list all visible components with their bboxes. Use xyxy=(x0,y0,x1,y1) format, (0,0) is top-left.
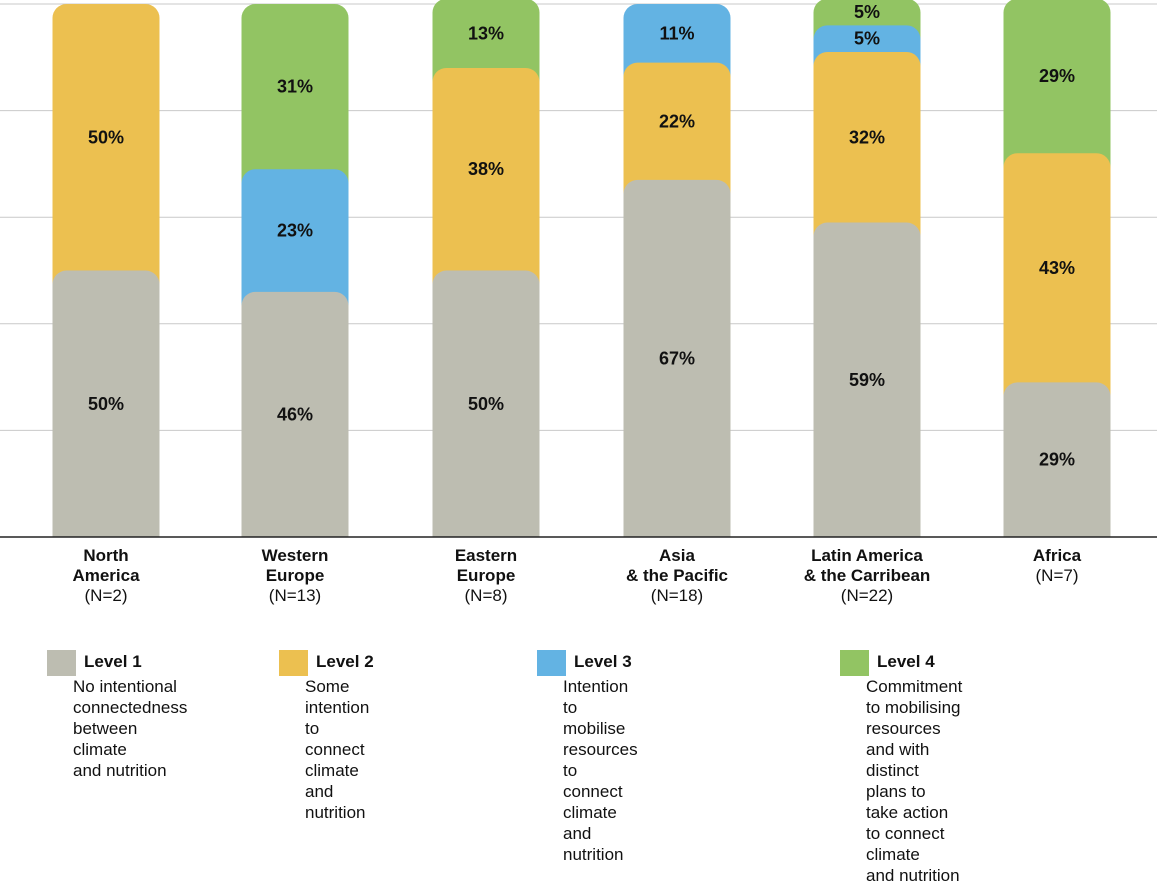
category-label: North America (N=2) xyxy=(6,546,206,606)
category-name: Latin America xyxy=(811,546,923,565)
legend-swatch xyxy=(537,650,566,676)
legend-title: Level 3 xyxy=(574,652,632,671)
legend-title: Level 1 xyxy=(84,652,142,671)
gridlines xyxy=(0,3,1157,431)
legend-description: Some intention to connect climate and nu… xyxy=(305,677,370,822)
data-label: 67% xyxy=(659,348,695,368)
legend-swatch xyxy=(279,650,308,676)
bar-base xyxy=(432,523,540,537)
category-sample-size: (N=13) xyxy=(268,586,322,605)
data-label: 50% xyxy=(88,127,124,147)
data-label: 59% xyxy=(849,370,885,390)
category-name: Africa xyxy=(1032,546,1082,565)
bar-base xyxy=(241,523,349,537)
bar-segment xyxy=(813,222,921,537)
category-label: Africa (N=7) xyxy=(957,546,1157,586)
legend-description: No intentional connectedness between cli… xyxy=(73,677,188,780)
data-label: 29% xyxy=(1039,66,1075,86)
category-sample-size: (N=7) xyxy=(1035,566,1079,585)
data-label: 32% xyxy=(849,127,885,147)
category-label: Latin America & the Carribean (N=22) xyxy=(767,546,967,606)
data-label: 29% xyxy=(1039,450,1075,470)
category-label: Eastern Europe (N=8) xyxy=(386,546,586,606)
data-label: 11% xyxy=(659,23,694,43)
category-label: Western Europe (N=13) xyxy=(195,546,395,606)
legend-title: Level 4 xyxy=(877,652,935,671)
data-label: 5% xyxy=(854,2,880,22)
data-label: 5% xyxy=(854,29,880,49)
data-label: 46% xyxy=(277,404,313,424)
category-sample-size: (N=8) xyxy=(464,586,508,605)
category-name: Europe xyxy=(265,566,325,585)
category-label: Asia & the Pacific (N=18) xyxy=(577,546,777,606)
bar-segment xyxy=(432,270,540,537)
stacked-bar-chart: 50% 50% 46% 23% 31% 50% 38% 13% 67% 22% 11% 59% 32% 5… xyxy=(0,0,1157,538)
bar-base xyxy=(813,523,921,537)
category-name: Asia xyxy=(659,546,695,565)
data-labels: 50% 50% 46% 23% 31% 50% 38% 13% 67% 22% 11% 59% 32% 5… xyxy=(88,2,1075,470)
legend-description: Commitment to mobilising resources and w… xyxy=(866,677,963,885)
category-name: Europe xyxy=(456,566,516,585)
bar-segment xyxy=(52,270,160,537)
category-sample-size: (N=22) xyxy=(840,586,894,605)
data-label: 23% xyxy=(277,221,313,241)
category-name: North xyxy=(83,546,129,565)
category-sample-size: (N=18) xyxy=(650,586,704,605)
data-label: 31% xyxy=(277,77,313,97)
category-name: Western xyxy=(261,546,329,565)
data-label: 38% xyxy=(468,159,504,179)
bar-segment xyxy=(623,179,731,537)
data-label: 22% xyxy=(659,111,695,131)
bar-segment xyxy=(241,291,349,537)
data-label: 43% xyxy=(1039,258,1075,278)
bar-base xyxy=(623,523,731,537)
category-name: Eastern xyxy=(454,546,518,565)
bar-base xyxy=(52,523,160,537)
category-name: America xyxy=(72,566,140,585)
data-label: 13% xyxy=(468,23,504,43)
data-label: 50% xyxy=(468,394,504,414)
legend-swatch xyxy=(47,650,76,676)
legend-description: Intention to mobilise resources to conne… xyxy=(563,677,638,864)
category-name: & the Carribean xyxy=(803,566,931,585)
bar-segment xyxy=(1003,382,1111,537)
bars xyxy=(52,0,1111,538)
legend-title: Level 2 xyxy=(316,652,374,671)
data-label: 50% xyxy=(88,394,124,414)
legend-swatch xyxy=(840,650,869,676)
category-sample-size: (N=2) xyxy=(84,586,128,605)
category-name: & the Pacific xyxy=(625,566,729,585)
bar-base xyxy=(1003,523,1111,537)
